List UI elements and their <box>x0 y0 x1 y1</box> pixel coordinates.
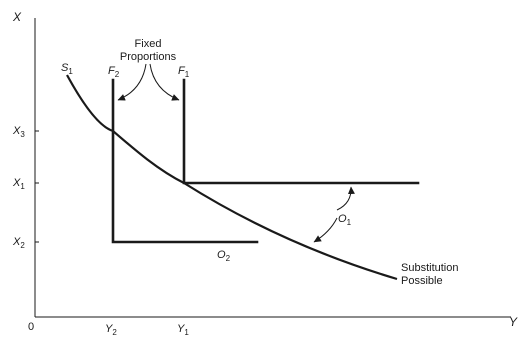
f2-o2-isoquant <box>111 78 259 244</box>
horizontal-axis-label: Y <box>509 315 518 329</box>
f1-label: F1 <box>178 65 190 79</box>
f1-o1-isoquant <box>182 78 420 185</box>
x2-tick-label: X2 <box>12 236 25 250</box>
x3-tick-label: X3 <box>12 125 25 139</box>
vertical-axis-label: X <box>12 10 22 24</box>
y2-tick-label: Y2 <box>105 323 117 337</box>
o1-arrow-down <box>313 217 338 243</box>
fixed-proportions-line1: Fixed <box>135 38 162 50</box>
s1-label: S1 <box>61 62 73 76</box>
y1-tick-label: Y1 <box>177 323 189 337</box>
f2-label: F2 <box>108 65 120 79</box>
o2-label: O2 <box>217 249 231 263</box>
s1-substitution-curve <box>66 74 398 281</box>
o1-label: O1 <box>338 213 352 227</box>
substitution-label-line2: Possible <box>401 275 443 287</box>
x1-tick-label: X1 <box>12 177 25 191</box>
origin-label: 0 <box>28 321 34 333</box>
fixed-proportions-arrow-left <box>117 63 147 101</box>
fixed-proportions-arrow-right <box>149 63 180 101</box>
o1-arrow-up <box>336 186 355 211</box>
fixed-proportions-line2: Proportions <box>120 51 177 63</box>
substitution-label-line1: Substitution <box>401 262 458 274</box>
